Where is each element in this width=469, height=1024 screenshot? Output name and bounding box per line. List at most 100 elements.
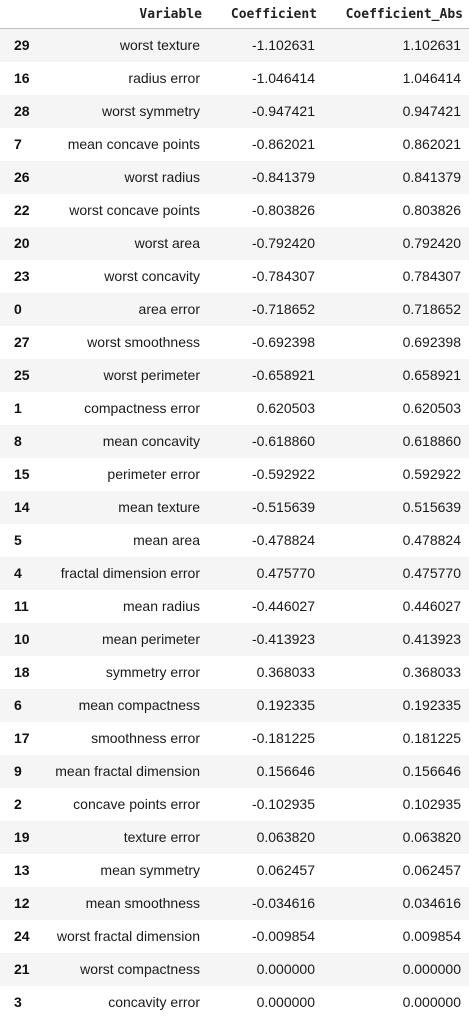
table-row: 7 mean concave points -0.862021 0.862021 <box>0 127 469 161</box>
row-index: 9 <box>14 763 22 779</box>
row-index: 8 <box>14 433 22 449</box>
row-index: 1 <box>14 400 22 416</box>
row-index: 4 <box>14 565 22 581</box>
table-row: 15 perimeter error -0.592922 0.592922 <box>0 457 469 491</box>
cell-variable: area error <box>138 301 200 317</box>
table-row: 2 concave points error -0.102935 0.102935 <box>0 787 469 821</box>
cell-variable: worst texture <box>119 37 200 54</box>
table-row: 12 mean smoothness -0.034616 0.034616 <box>0 886 469 920</box>
cell-coefficient-abs: 0.803826 <box>402 202 461 218</box>
cell-coefficient-abs: 0.792420 <box>402 235 461 251</box>
cell-coefficient: -0.034616 <box>251 895 315 911</box>
table-row: 22 worst concave points -0.803826 0.803826 <box>0 193 469 227</box>
cell-coefficient: 0.475770 <box>256 565 315 581</box>
cell-coefficient: -0.803826 <box>251 202 315 218</box>
cell-variable: perimeter error <box>107 466 200 482</box>
cell-variable: worst radius <box>124 169 200 185</box>
row-index: 22 <box>14 202 30 218</box>
table-row: 9 mean fractal dimension 0.156646 0.156646 <box>0 754 469 788</box>
header-coefficient: Coefficient <box>208 0 323 29</box>
cell-variable: worst concave points <box>69 202 200 218</box>
cell-coefficient-abs: 0.947421 <box>402 103 461 119</box>
table-row: 10 mean perimeter -0.413923 0.413923 <box>0 622 469 656</box>
table-row: 26 worst radius -0.841379 0.841379 <box>0 160 469 194</box>
cell-coefficient-abs: 0.009854 <box>402 928 461 944</box>
cell-coefficient: -0.181225 <box>251 730 315 746</box>
table-row: 16 radius error -1.046414 1.046414 <box>0 61 469 95</box>
cell-variable: mean texture <box>118 499 200 515</box>
cell-coefficient-abs: 0.034616 <box>402 895 461 911</box>
cell-coefficient-abs: 0.620503 <box>402 400 461 416</box>
table-row: 25 worst perimeter -0.658921 0.658921 <box>0 358 469 392</box>
table-row: 4 fractal dimension error 0.475770 0.475770 <box>0 556 469 590</box>
cell-coefficient: -0.592922 <box>251 466 315 482</box>
cell-coefficient-abs: 0.156646 <box>402 763 461 779</box>
cell-coefficient-abs: 0.718652 <box>402 301 461 317</box>
cell-variable: texture error <box>123 829 200 845</box>
cell-coefficient: -0.784307 <box>251 268 315 284</box>
row-index: 20 <box>14 235 30 251</box>
row-index: 21 <box>14 961 30 977</box>
header-coefficient-abs: Coefficient_Abs <box>323 0 469 29</box>
cell-coefficient-abs: 0.413923 <box>402 631 461 647</box>
table-row: 8 mean concavity -0.618860 0.618860 <box>0 424 469 458</box>
row-index: 26 <box>14 169 30 185</box>
table-row: 29 worst texture -1.102631 1.102631 <box>0 28 469 62</box>
header-index <box>0 0 38 29</box>
cell-variable: fractal dimension error <box>60 565 200 581</box>
cell-variable: worst concavity <box>104 268 200 284</box>
table-row: 14 mean texture -0.515639 0.515639 <box>0 490 469 524</box>
cell-variable: mean concavity <box>102 433 200 449</box>
cell-variable: mean compactness <box>78 697 200 713</box>
row-index: 16 <box>14 70 30 86</box>
cell-coefficient: -0.102935 <box>251 796 315 812</box>
cell-variable: compactness error <box>84 400 200 416</box>
table-row: 13 mean symmetry 0.062457 0.062457 <box>0 853 469 887</box>
row-index: 5 <box>14 532 22 548</box>
row-index: 10 <box>14 631 30 647</box>
cell-coefficient-abs: 0.592922 <box>402 466 461 482</box>
table-row: 20 worst area -0.792420 0.792420 <box>0 226 469 260</box>
table-header: Variable Coefficient Coefficient_Abs <box>0 0 469 29</box>
cell-coefficient: 0.156646 <box>256 763 315 779</box>
table-row: 6 mean compactness 0.192335 0.192335 <box>0 688 469 722</box>
row-index: 12 <box>14 895 30 911</box>
cell-coefficient: -0.947421 <box>251 103 315 119</box>
cell-coefficient-abs: 0.192335 <box>402 697 461 713</box>
header-variable: Variable <box>38 0 208 29</box>
cell-coefficient-abs: 0.862021 <box>402 136 461 152</box>
row-index: 2 <box>14 796 22 812</box>
table-row: 3 concavity error 0.000000 0.000000 <box>0 985 469 1019</box>
row-index: 18 <box>14 664 30 680</box>
row-index: 14 <box>14 499 30 515</box>
row-index: 6 <box>14 697 22 713</box>
cell-variable: worst area <box>134 235 200 251</box>
cell-variable: symmetry error <box>105 664 200 680</box>
table-row: 11 mean radius -0.446027 0.446027 <box>0 589 469 623</box>
cell-coefficient-abs: 0.063820 <box>402 829 461 845</box>
row-index: 3 <box>14 994 22 1010</box>
row-index: 27 <box>14 334 30 350</box>
cell-coefficient: -0.413923 <box>251 631 315 647</box>
row-index: 28 <box>14 103 30 119</box>
table-row: 21 worst compactness 0.000000 0.000000 <box>0 952 469 986</box>
cell-coefficient-abs: 0.475770 <box>402 565 461 581</box>
cell-coefficient: -0.841379 <box>251 169 315 185</box>
row-index: 13 <box>14 862 30 878</box>
cell-variable: mean perimeter <box>101 631 200 647</box>
row-index: 0 <box>14 301 22 317</box>
cell-coefficient: -0.792420 <box>251 235 315 251</box>
header-row: Variable Coefficient Coefficient_Abs <box>0 0 469 29</box>
cell-variable: worst symmetry <box>102 103 200 119</box>
table-row: 0 area error -0.718652 0.718652 <box>0 292 469 326</box>
cell-coefficient-abs: 0.181225 <box>402 730 461 746</box>
table-row: 17 smoothness error -0.181225 0.181225 <box>0 721 469 755</box>
cell-variable: radius error <box>128 70 200 86</box>
cell-coefficient: 0.063820 <box>256 829 315 845</box>
table-row: 27 worst smoothness -0.692398 0.692398 <box>0 325 469 359</box>
cell-coefficient-abs: 0.446027 <box>402 598 461 614</box>
cell-coefficient-abs: 0.368033 <box>402 664 461 680</box>
cell-coefficient: -0.862021 <box>251 136 315 152</box>
